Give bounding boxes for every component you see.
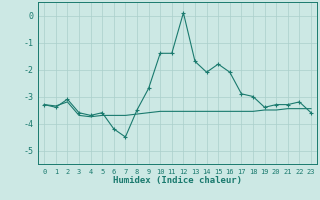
X-axis label: Humidex (Indice chaleur): Humidex (Indice chaleur) [113,176,242,185]
